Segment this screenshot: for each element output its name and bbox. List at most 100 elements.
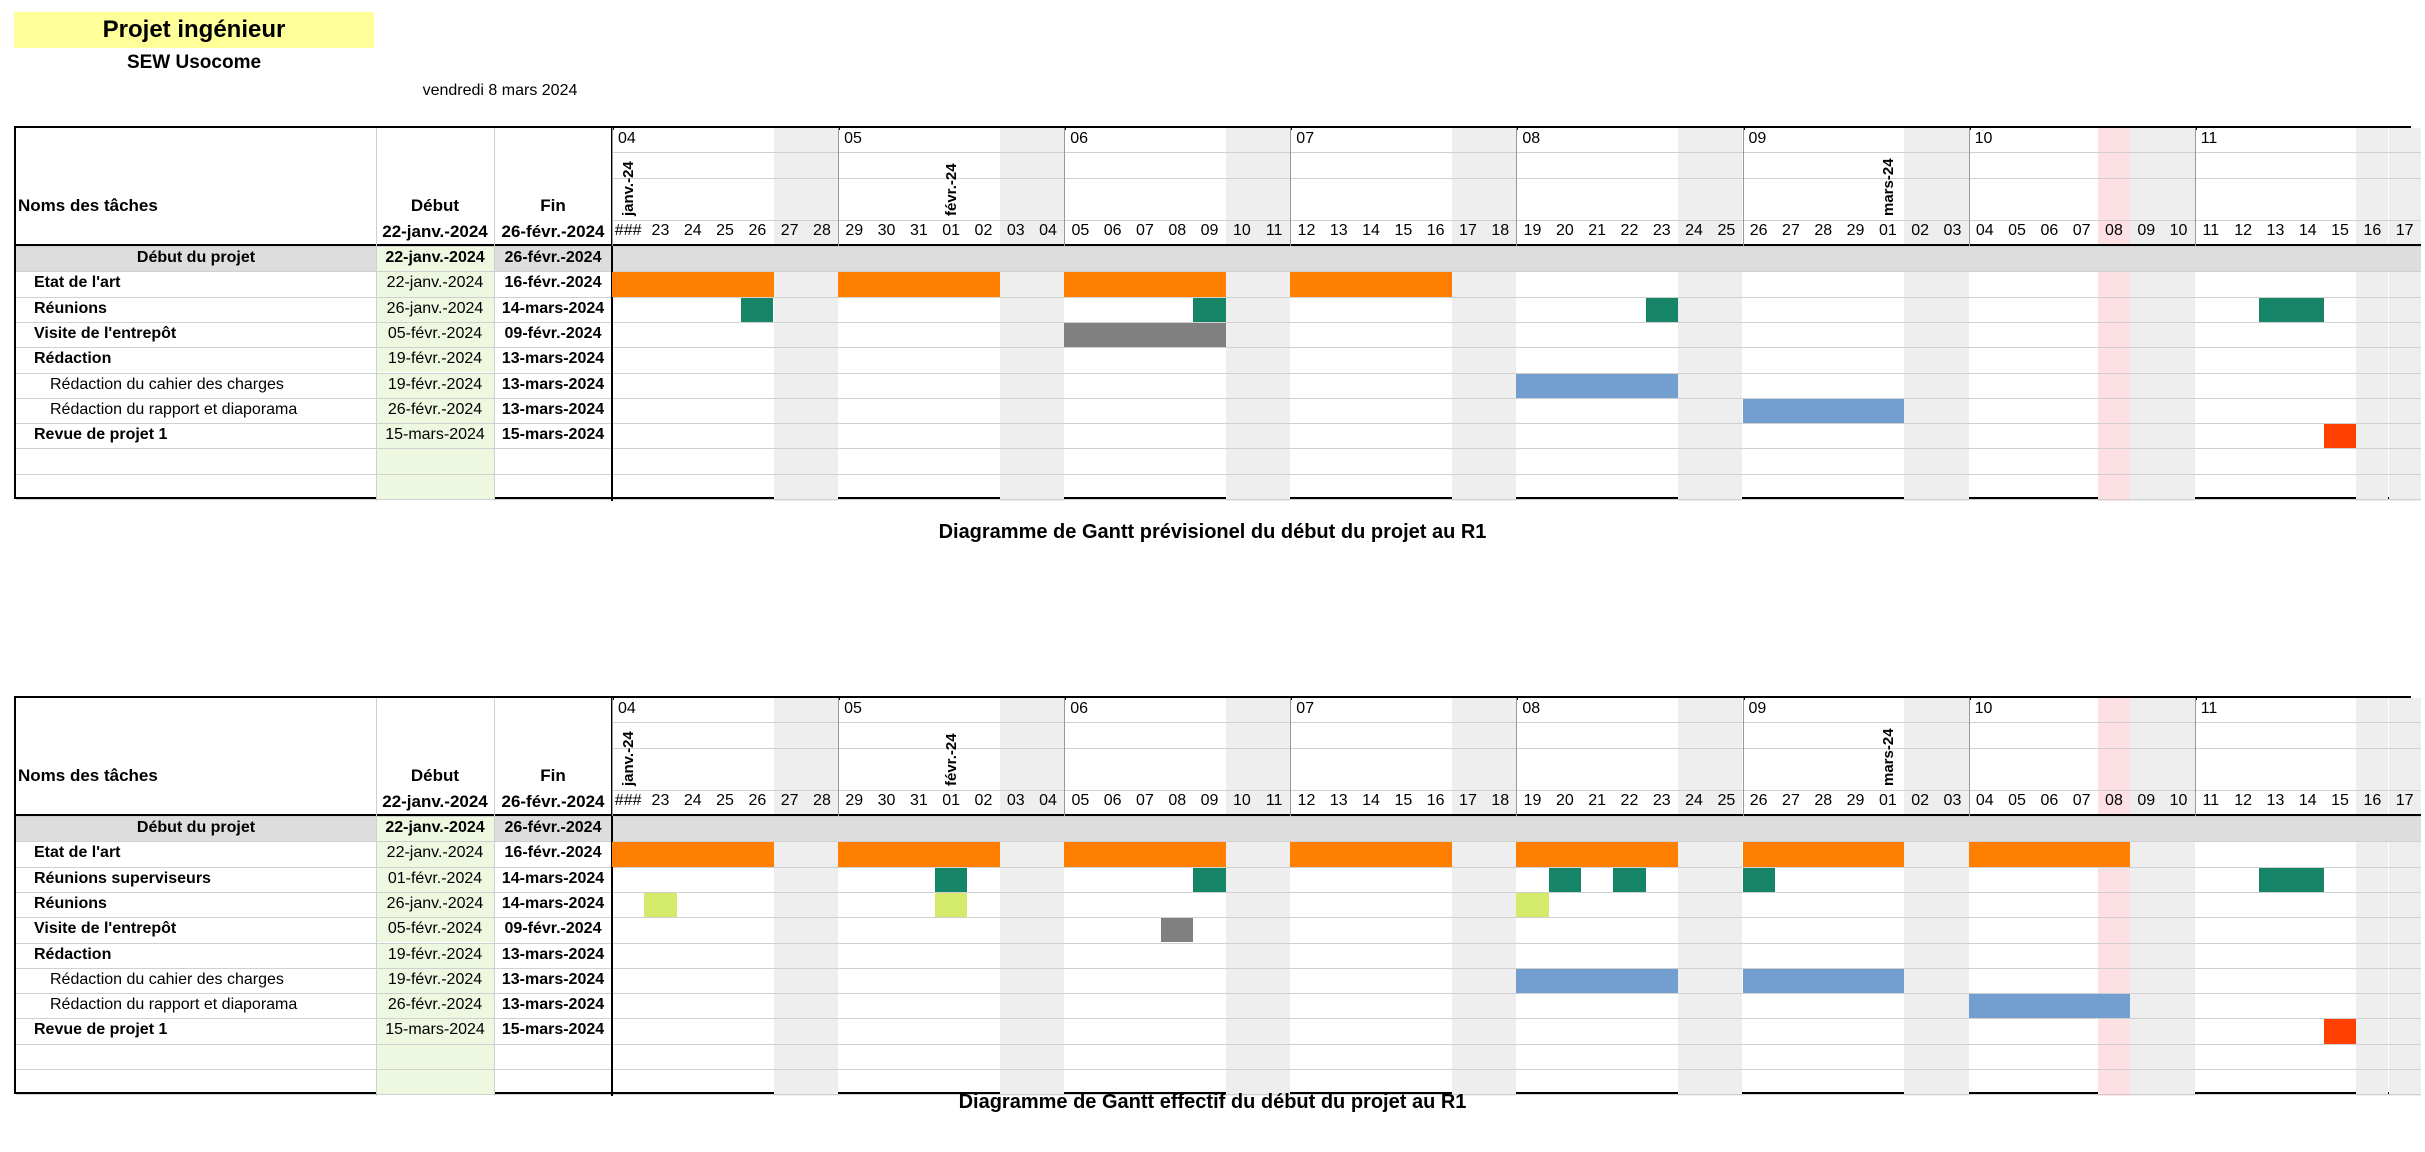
start-date-cell-bg bbox=[376, 473, 494, 499]
week-boundary bbox=[612, 698, 614, 700]
task-start-date: 15-mars-2024 bbox=[385, 426, 485, 444]
gantt-caption-forecast: Diagramme de Gantt prévisionel du début … bbox=[938, 521, 1487, 543]
task-name: Rédaction bbox=[34, 945, 112, 963]
gantt-bar-teal bbox=[741, 297, 774, 322]
day-label: 03 bbox=[1943, 792, 1962, 809]
day-label: ### bbox=[614, 222, 642, 239]
gantt-bar-red bbox=[2323, 1019, 2357, 1044]
header-end: Fin bbox=[540, 196, 566, 215]
task-end-date: 09-févr.-2024 bbox=[504, 324, 602, 342]
header-start-value: 22-janv.-2024 bbox=[382, 222, 488, 241]
day-label: 04 bbox=[1039, 222, 1057, 239]
gantt-bar-gray bbox=[1064, 322, 1226, 348]
task-name: Début du projet bbox=[136, 819, 256, 836]
day-label: 11 bbox=[2202, 792, 2220, 809]
month-label: mars-24 bbox=[1879, 158, 1897, 216]
task-end-date: 13-mars-2024 bbox=[501, 375, 605, 393]
weekend-column bbox=[1031, 698, 1065, 1097]
day-label: 15 bbox=[1394, 792, 1413, 809]
row-gridline bbox=[16, 841, 2421, 843]
day-label: 19 bbox=[1523, 792, 1542, 809]
today-column bbox=[2097, 128, 2131, 501]
day-label: 08 bbox=[2105, 222, 2123, 239]
gantt-bar-blue bbox=[1516, 968, 1678, 994]
week-boundary bbox=[1290, 698, 1293, 700]
task-end-date: 14-mars-2024 bbox=[501, 894, 605, 912]
task-name: Etat de l'art bbox=[34, 274, 121, 292]
task-name: Etat de l'art bbox=[34, 844, 121, 862]
month-label: févr.-24 bbox=[943, 163, 960, 216]
weekend-column bbox=[1225, 128, 1258, 501]
row-gridline bbox=[16, 397, 2421, 399]
task-name: Rédaction du rapport et diaporama bbox=[50, 996, 298, 1014]
weekend-column bbox=[805, 698, 839, 1097]
row-gridline bbox=[16, 372, 2421, 374]
task-name: Rédaction du rapport et diaporama bbox=[50, 400, 298, 418]
task-name: Début du projet bbox=[136, 249, 256, 266]
start-date-cell-bg bbox=[376, 448, 494, 474]
gantt-bar-orange bbox=[612, 272, 774, 297]
weekend-column bbox=[1258, 698, 1291, 1097]
weekend-column bbox=[773, 128, 806, 501]
day-label: 24 bbox=[1685, 792, 1703, 809]
weekend-column bbox=[1936, 128, 1969, 501]
column-separator bbox=[376, 698, 377, 1097]
task-end-date: 13-mars-2024 bbox=[501, 996, 605, 1014]
day-label: 10 bbox=[2169, 792, 2188, 809]
day-label: 29 bbox=[845, 222, 864, 239]
weekend-column bbox=[1677, 698, 1711, 1097]
day-label: 28 bbox=[813, 222, 831, 239]
task-start-date: 19-févr.-2024 bbox=[387, 970, 483, 988]
start-date-cell-bg bbox=[376, 246, 494, 272]
task-start-date: 22-janv.-2024 bbox=[386, 844, 484, 862]
week-divider bbox=[612, 128, 613, 246]
day-label: 12 bbox=[2234, 222, 2253, 239]
task-start-date: 05-févr.-2024 bbox=[387, 920, 483, 938]
task-end-date: 14-mars-2024 bbox=[501, 869, 605, 887]
task-end-date: 13-mars-2024 bbox=[501, 970, 605, 988]
start-date-cell-bg bbox=[376, 321, 494, 348]
task-end-date: 16-févr.-2024 bbox=[504, 844, 602, 862]
week-divider bbox=[1516, 698, 1518, 816]
day-label: 07 bbox=[1136, 792, 1154, 809]
weekend-column bbox=[1451, 128, 1485, 501]
gantt-bar-teal bbox=[1193, 297, 1226, 322]
day-label: 02 bbox=[1911, 792, 1930, 809]
task-start-date: 26-janv.-2024 bbox=[386, 894, 484, 912]
gantt-bar-lime bbox=[1516, 892, 1549, 918]
header-start: Début bbox=[410, 196, 460, 215]
day-label: 05 bbox=[2008, 792, 2026, 809]
task-end-date: 15-mars-2024 bbox=[501, 1021, 605, 1039]
weekend-column bbox=[2388, 128, 2421, 501]
task-end-date: 26-févr.-2024 bbox=[504, 819, 602, 836]
day-label: 08 bbox=[2105, 792, 2123, 809]
week-number-label: 09 bbox=[1748, 130, 1767, 147]
month-label: janv.-24 bbox=[620, 731, 637, 786]
day-label: 03 bbox=[1006, 792, 1025, 809]
column-separator bbox=[376, 128, 377, 501]
start-date-cell-bg bbox=[376, 1018, 494, 1044]
weekend-column bbox=[1258, 128, 1291, 501]
project-title: Projet ingénieur bbox=[14, 12, 374, 48]
task-start-date: 19-févr.-2024 bbox=[387, 945, 483, 963]
header-end-value: 26-févr.-2024 bbox=[501, 222, 605, 241]
gantt-bar-teal bbox=[2259, 867, 2324, 892]
day-label: 29 bbox=[1846, 222, 1865, 239]
day-label: 24 bbox=[683, 792, 702, 809]
day-label: 27 bbox=[780, 222, 799, 239]
start-date-cell-bg bbox=[376, 891, 494, 918]
week-boundary bbox=[1516, 128, 1519, 130]
gantt-bar-teal bbox=[1548, 867, 1581, 892]
task-name: Revue de projet 1 bbox=[34, 1021, 168, 1039]
gantt-bar-teal bbox=[1193, 867, 1226, 892]
week-boundary bbox=[2194, 698, 2197, 700]
day-label: 28 bbox=[1814, 792, 1833, 809]
weekend-column bbox=[2130, 698, 2163, 1097]
day-label: 23 bbox=[651, 222, 670, 239]
gantt-bar-orange bbox=[1290, 272, 1452, 297]
day-label: 13 bbox=[1329, 792, 1348, 809]
day-label: 02 bbox=[974, 792, 993, 809]
day-label: 27 bbox=[780, 792, 799, 809]
day-label: 17 bbox=[2395, 792, 2414, 809]
row-gridline bbox=[16, 271, 2421, 273]
